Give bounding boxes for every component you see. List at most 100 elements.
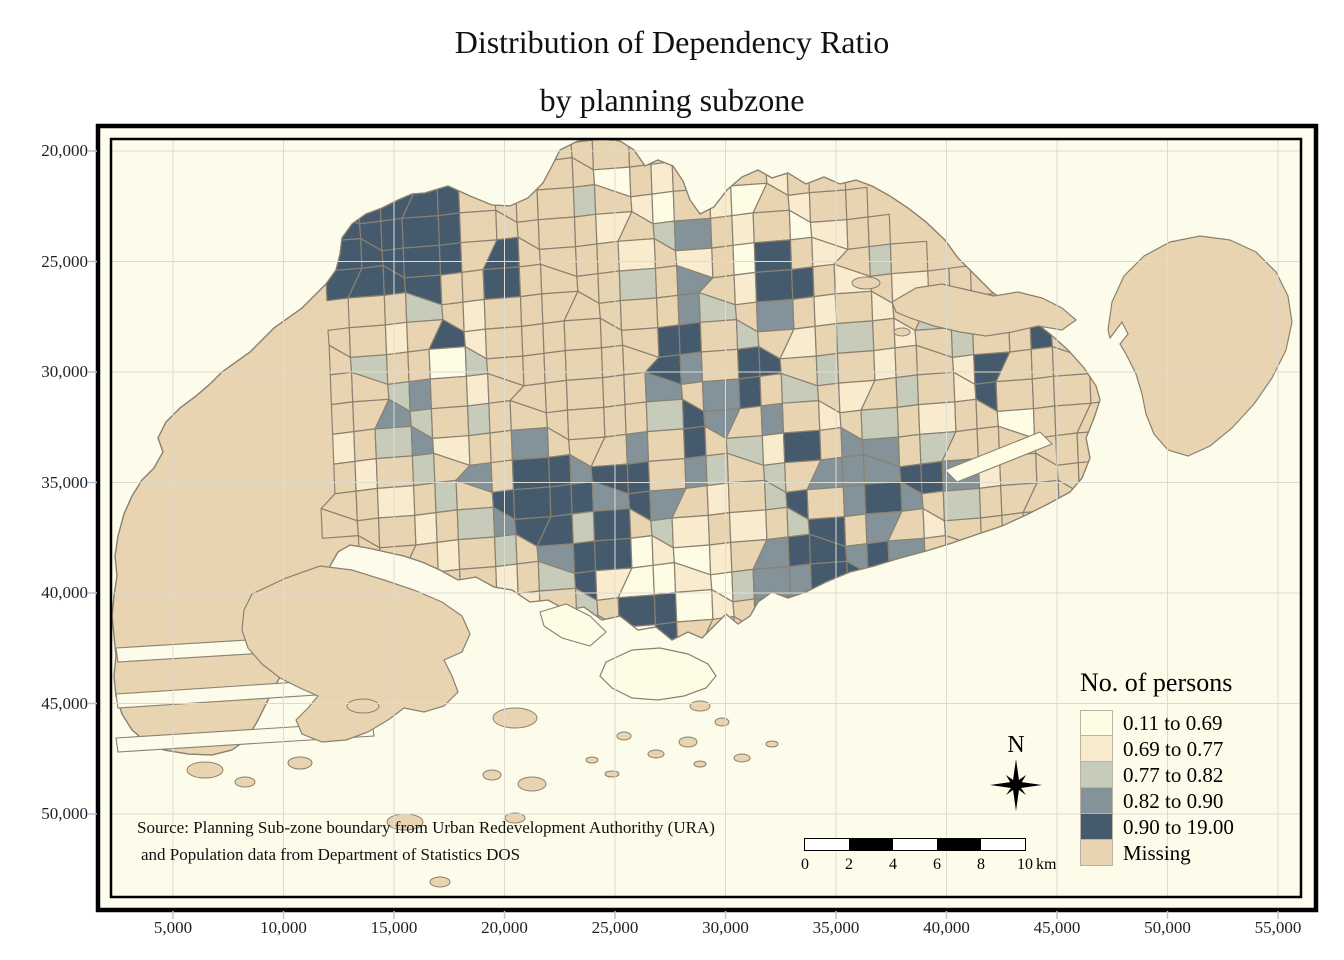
subzone	[679, 351, 704, 385]
subzone	[467, 402, 491, 437]
subzone	[619, 297, 659, 331]
subzone	[332, 431, 356, 465]
y-axis-label: 45,000	[41, 693, 88, 713]
subzone	[732, 242, 757, 276]
subzone	[647, 458, 687, 492]
legend-item: 0.77 to 0.82	[1080, 762, 1234, 788]
legend: No. of persons 0.11 to 0.69 0.69 to 0.77 0…	[1080, 668, 1234, 866]
subzone	[655, 294, 680, 329]
subzone	[792, 296, 816, 330]
subzone	[727, 479, 767, 514]
islet	[186, 761, 224, 779]
legend-item: Missing	[1080, 840, 1234, 866]
x-axis-label: 15,000	[370, 918, 418, 937]
subzone	[867, 213, 892, 248]
subzone	[384, 321, 409, 356]
subzone	[873, 347, 897, 381]
legend-label: 0.90 to 19.00	[1123, 814, 1234, 839]
subzone	[699, 319, 739, 353]
scale-bar-segment	[849, 839, 893, 850]
subzone	[333, 460, 357, 495]
legend-swatch	[1080, 814, 1113, 840]
scale-bar-tick-label: 8	[977, 856, 985, 873]
subzone	[678, 321, 703, 356]
subzone	[894, 344, 919, 379]
changi-strip	[944, 431, 1053, 483]
x-axis-label: 25,000	[591, 918, 639, 937]
subzone	[942, 487, 982, 522]
subzone	[573, 213, 598, 248]
subzone	[1030, 346, 1055, 380]
islet	[765, 740, 779, 748]
subzone	[995, 378, 1035, 412]
subzone	[1052, 373, 1092, 407]
subzone	[738, 375, 762, 410]
subzone	[544, 379, 569, 414]
subzone	[834, 290, 874, 325]
subzone	[814, 323, 839, 357]
subzone	[512, 486, 552, 521]
subzone	[630, 534, 654, 569]
subzone	[542, 320, 566, 354]
subzone	[700, 348, 740, 383]
x-axis-label: 35,000	[812, 918, 860, 937]
islet	[693, 760, 707, 768]
subzone	[438, 242, 463, 276]
subzone	[566, 406, 606, 441]
subzone	[787, 533, 812, 568]
x-axis-label: 40,000	[923, 918, 970, 937]
islet	[346, 698, 380, 714]
subzone	[601, 374, 626, 408]
subzone	[440, 271, 464, 306]
subzone	[329, 371, 354, 406]
subzone	[624, 401, 649, 435]
source-note: Source: Planning Sub-zone boundary from …	[137, 818, 715, 865]
islet	[234, 776, 256, 788]
subzone	[520, 323, 545, 357]
subzone	[728, 509, 768, 544]
subzone	[355, 487, 380, 522]
subzone	[650, 161, 674, 195]
subzone	[459, 209, 498, 244]
y-axis-label: 40,000	[41, 583, 88, 602]
scale-bar-segment	[805, 839, 849, 850]
subzone	[843, 513, 868, 548]
subzone	[375, 455, 415, 489]
subzone	[677, 292, 701, 326]
source-line1: Source: Planning Sub-zone boundary from …	[137, 818, 715, 837]
subzone	[645, 398, 685, 433]
subzone	[376, 485, 416, 519]
islet	[689, 700, 711, 712]
subzone	[574, 243, 599, 277]
subzone	[897, 433, 922, 468]
subzone	[889, 240, 929, 275]
islet	[647, 749, 665, 759]
subzone	[436, 538, 461, 573]
subzone	[411, 452, 436, 487]
legend-swatch	[1080, 736, 1113, 762]
scale-bar: 0 2 4 6 8 10 km	[801, 838, 1064, 874]
subzone	[407, 348, 431, 383]
subzone	[671, 514, 711, 549]
subzone	[674, 588, 714, 623]
subzone	[765, 506, 789, 541]
subzone	[812, 263, 836, 298]
subzone	[413, 482, 437, 517]
subzone	[761, 432, 786, 466]
y-axis-label: 20,000	[41, 141, 88, 160]
subzone	[701, 378, 741, 412]
subzone	[593, 537, 633, 572]
subzone	[597, 270, 622, 304]
subzone	[625, 431, 650, 465]
subzone	[863, 481, 903, 515]
subzone	[482, 266, 522, 300]
subzone	[706, 482, 731, 517]
subzone	[428, 346, 467, 380]
subzone	[543, 350, 568, 384]
scale-bar-tick-label: 2	[845, 856, 853, 873]
subzone	[386, 351, 410, 385]
subzone	[570, 481, 595, 515]
subzone	[430, 405, 470, 439]
subzone	[565, 377, 605, 411]
